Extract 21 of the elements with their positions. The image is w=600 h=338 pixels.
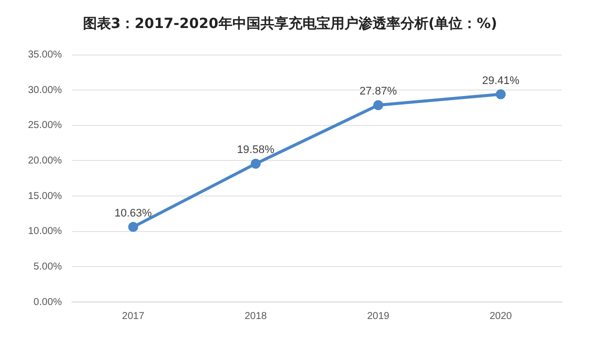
data-label: 19.58% xyxy=(237,144,275,156)
point xyxy=(250,158,261,169)
x-tick-label: 2017 xyxy=(122,310,145,322)
y-tick-label: 15.00% xyxy=(28,190,62,202)
y-tick-label: 0.00% xyxy=(34,296,62,308)
data-label: 29.41% xyxy=(482,74,520,87)
x-tick-label: 2019 xyxy=(367,310,390,322)
data-label: 27.87% xyxy=(360,86,398,98)
chart-title: 图表3：2017-2020年中国共享充电宝用户渗透率分析(单位：%) xyxy=(82,15,498,32)
y-tick-label: 25.00% xyxy=(28,120,62,132)
y-tick-label: 5.00% xyxy=(34,261,62,272)
point xyxy=(373,100,384,110)
x-tick-label: 2018 xyxy=(244,310,268,322)
y-tick-label: 35.00% xyxy=(28,50,62,61)
x-tick-label: 2020 xyxy=(490,310,512,322)
y-tick-label: 10.00% xyxy=(28,226,62,238)
y-tick-label: 30.00% xyxy=(28,84,62,96)
point xyxy=(496,89,506,100)
data-label: 10.63% xyxy=(114,207,152,220)
point xyxy=(128,222,138,232)
y-tick-label: 20.00% xyxy=(28,155,62,166)
